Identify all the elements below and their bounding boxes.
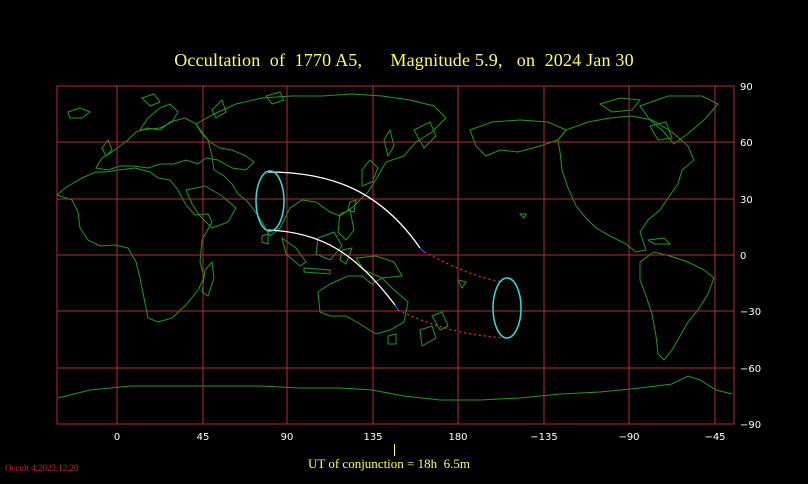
map-frame	[56, 85, 735, 425]
coastline-iceland	[67, 107, 92, 119]
conjunction-time: UT of conjunction = 18h 6.5m	[308, 456, 470, 471]
latitude-tick-label: 30	[740, 195, 753, 206]
coastline-asia	[195, 93, 447, 237]
graticule	[57, 86, 734, 424]
coastline-srilanka	[261, 233, 269, 245]
longitude-labels: 0 45 90 135 180 −135 −90 −45	[114, 432, 726, 443]
occultation-path	[255, 170, 522, 339]
coastline-nz-south	[419, 325, 437, 347]
coastline-sakhalin	[383, 128, 395, 158]
coastline-scandinavia	[138, 103, 179, 131]
coastline-sulawesi	[339, 247, 353, 265]
coastline-europe	[95, 117, 255, 171]
coastline-tasmania	[387, 333, 397, 345]
coastline-newguinea	[355, 255, 403, 279]
latitude-tick-label: 0	[740, 251, 746, 262]
path-north-limit	[267, 171, 421, 249]
latitude-tick-label: −60	[740, 364, 761, 375]
sunset-loop	[255, 170, 285, 232]
coastline-novaya-zemlya	[211, 99, 227, 119]
longitude-tick-label: 90	[281, 432, 294, 443]
coastline-svalbard	[141, 93, 161, 107]
coastline-cuba	[646, 237, 672, 245]
coastline-sumatra	[281, 236, 307, 267]
conjunction-tick	[394, 444, 395, 456]
coastline-severnaya	[265, 91, 285, 105]
latitude-tick-label: 90	[740, 82, 753, 93]
coastline-south-america	[639, 251, 715, 361]
coastline-australia	[317, 275, 409, 335]
longitude-tick-label: 45	[197, 432, 210, 443]
longitude-tick-label: −90	[618, 432, 639, 443]
version-label: Occult 4.2023.12.20	[5, 463, 79, 473]
map-title: Occultation of 1770 A5, Magnitude 5.9, o…	[174, 50, 634, 70]
latitude-tick-label: −30	[740, 307, 761, 318]
path-south-extension	[397, 309, 509, 339]
coastline-taiwan	[347, 199, 357, 213]
latitude-labels: 90 60 30 0 −30 −60 −90	[740, 82, 761, 431]
coastline-baffin	[649, 121, 673, 141]
coastline-alaska	[469, 119, 567, 157]
coastline-hawaii	[518, 213, 527, 219]
path-south-limit	[267, 229, 396, 306]
longitude-tick-label: −45	[704, 432, 725, 443]
coastlines	[56, 91, 733, 401]
sunrise-loop	[492, 277, 522, 339]
coastline-japan	[361, 159, 379, 187]
path-north-twilight	[419, 247, 425, 253]
longitude-tick-label: 180	[448, 432, 467, 443]
coastline-madagascar	[201, 260, 215, 297]
coastline-antarctica	[57, 375, 733, 401]
longitude-tick-label: −135	[530, 432, 557, 443]
longitude-tick-label: 0	[114, 432, 120, 443]
coastline-north-america	[557, 115, 695, 253]
coastline-africa	[56, 167, 213, 323]
coastline-nz-north	[431, 311, 449, 331]
longitude-tick-label: 135	[363, 432, 382, 443]
coastline-fiji	[457, 279, 467, 289]
coastline-arabia	[185, 185, 237, 229]
coastline-borneo	[315, 231, 343, 261]
coastline-britain	[101, 138, 113, 157]
path-south-twilight	[394, 304, 399, 311]
coastline-kamchatka	[413, 121, 437, 149]
latitude-tick-label: 60	[740, 138, 753, 149]
coastline-arctic-canada	[598, 97, 641, 113]
coastline-java	[303, 267, 331, 275]
coastline-philippines	[337, 209, 355, 241]
latitude-tick-label: −90	[740, 420, 761, 431]
path-north-extension	[423, 251, 504, 283]
